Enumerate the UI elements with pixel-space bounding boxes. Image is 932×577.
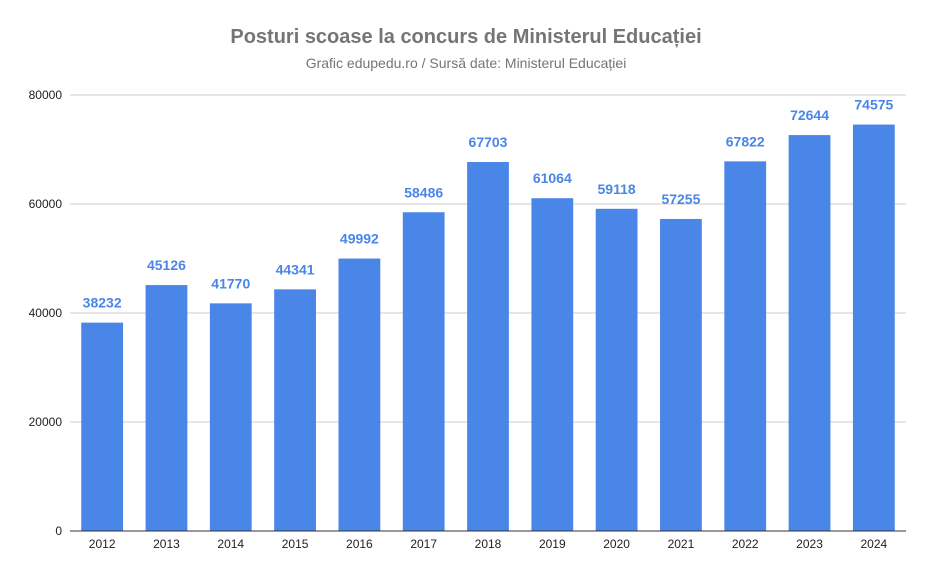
data-label: 49992: [340, 231, 379, 247]
y-tick-label: 0: [55, 524, 62, 538]
bar: [660, 218, 702, 531]
x-tick-label: 2016: [346, 537, 373, 551]
data-label: 72644: [790, 107, 829, 123]
data-label: 67822: [726, 133, 765, 149]
x-tick-label: 2018: [475, 537, 502, 551]
x-tick-label: 2020: [603, 537, 630, 551]
bar: [852, 124, 895, 531]
y-tick-label: 20000: [29, 415, 63, 429]
chart-title: Posturi scoase la concurs de Ministerul …: [230, 26, 702, 48]
x-tick-label: 2021: [668, 537, 695, 551]
data-label: 44341: [276, 261, 315, 277]
bar: [724, 161, 767, 531]
x-axis-tick-labels: 2012 2013 2014 2015 2016 2017 2018 2019 2020 2021…: [89, 537, 888, 551]
x-tick-label: 2024: [860, 537, 887, 551]
x-tick-label: 2017: [410, 537, 437, 551]
bar: [402, 212, 445, 532]
data-label: 41770: [211, 275, 250, 291]
x-tick-label: 2015: [282, 537, 309, 551]
data-labels: 38232 45126 41770 44341 49992 58486 67703 61064…: [83, 97, 894, 311]
x-tick-label: 2023: [796, 537, 823, 551]
data-label: 74575: [854, 97, 893, 113]
data-label: 67703: [469, 134, 508, 150]
bar: [467, 162, 509, 531]
data-label: 57255: [661, 191, 700, 207]
bar: [145, 285, 188, 531]
y-tick-label: 80000: [29, 88, 63, 102]
bar: [81, 322, 124, 531]
bar: [788, 135, 831, 531]
bar: [274, 289, 316, 531]
data-label: 45126: [147, 257, 186, 273]
bar: [595, 208, 638, 532]
chart-subtitle: Grafic edupedu.ro / Sursă date: Minister…: [305, 55, 627, 71]
bars: [81, 124, 895, 532]
y-tick-label: 40000: [29, 306, 63, 320]
x-tick-label: 2019: [539, 537, 566, 551]
bar: [209, 303, 252, 531]
x-tick-label: 2022: [732, 537, 759, 551]
x-tick-label: 2014: [217, 537, 244, 551]
data-label: 59118: [598, 181, 636, 197]
data-label: 38232: [83, 295, 122, 311]
x-tick-label: 2012: [89, 537, 116, 551]
y-tick-label: 60000: [29, 197, 63, 211]
x-tick-label: 2013: [153, 537, 180, 551]
data-label: 61064: [533, 170, 572, 186]
bar: [531, 198, 574, 531]
bar: [338, 258, 381, 531]
y-axis-tick-labels: 0 20000 40000 60000 80000: [29, 88, 63, 538]
data-label: 58486: [404, 184, 443, 200]
